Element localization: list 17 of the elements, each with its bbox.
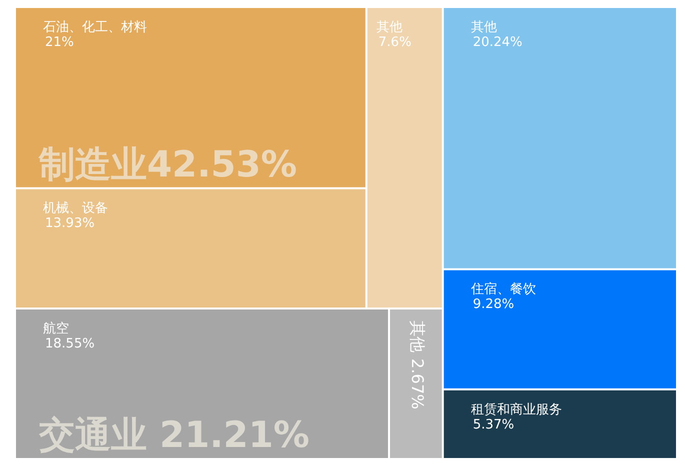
category-label: 租赁和商业服务 xyxy=(470,402,562,418)
data-label: 9.28% xyxy=(472,297,514,312)
data-label: 2.67% xyxy=(408,358,427,410)
category-label: 石油、化工、材料 xyxy=(43,20,147,35)
data-label: 20.24% xyxy=(472,34,522,50)
category-label: 其他 xyxy=(470,20,497,35)
text: 制造业42.53% xyxy=(38,144,297,186)
data-label: 5.37% xyxy=(472,417,514,432)
data-label: 21% xyxy=(45,34,74,50)
data-label: 18.55% xyxy=(45,336,95,352)
category-label: 其他 xyxy=(408,320,427,353)
category-label: 住宿、餐饮 xyxy=(470,281,536,298)
category-label: 机械、设备 xyxy=(43,201,108,216)
data-label: 7.6% xyxy=(378,34,412,50)
category-label: 其他 xyxy=(376,20,402,35)
data-label: 13.93% xyxy=(45,216,95,232)
category-label: 航空 xyxy=(43,321,69,336)
